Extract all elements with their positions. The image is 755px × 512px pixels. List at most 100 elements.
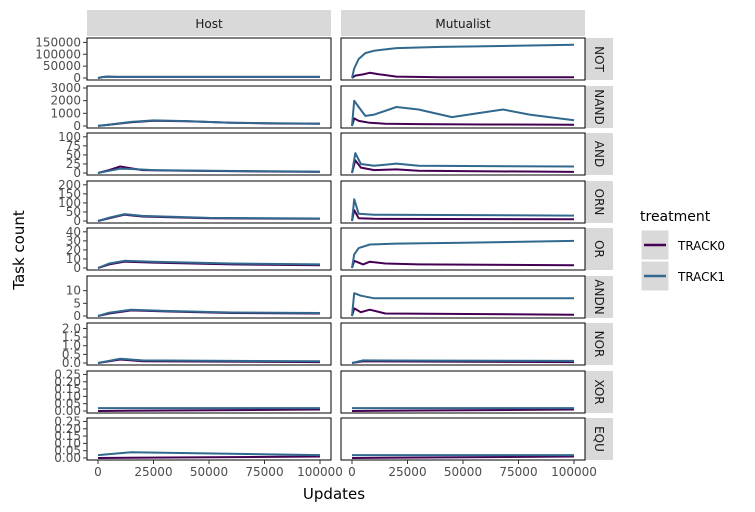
series-line-track1 xyxy=(351,198,575,222)
y-tick-label: 0.5 xyxy=(62,347,81,361)
facet-strip-column xyxy=(87,10,331,36)
x-tick-label: 75000 xyxy=(499,465,537,479)
facet-panel xyxy=(86,322,332,366)
y-tick-label: 0 xyxy=(73,261,81,275)
series-line-track0 xyxy=(351,159,575,174)
series-line-track1 xyxy=(351,99,575,127)
axes-layer: 0500001000001500000100020003000025507510… xyxy=(35,35,597,479)
facet-strip-row xyxy=(585,181,613,223)
y-tick-label: 200 xyxy=(58,178,81,192)
facet-panel xyxy=(340,322,586,366)
y-tick-label: 1000 xyxy=(50,106,81,120)
facet-panel xyxy=(340,180,586,224)
y-tick-label: 75 xyxy=(66,139,81,153)
facet-panel xyxy=(86,370,332,414)
series-line-track1 xyxy=(97,451,321,457)
y-tick-label: 100 xyxy=(58,196,81,210)
y-tick-label: 0.00 xyxy=(54,404,81,418)
y-tick-label: 0 xyxy=(73,119,81,133)
x-tick-label: 75000 xyxy=(245,465,283,479)
x-tick-label: 100000 xyxy=(551,465,597,479)
series-line-track1 xyxy=(351,43,575,79)
facet-strip-column xyxy=(341,10,585,36)
y-tick-label: 0.20 xyxy=(54,375,81,389)
facet-panel xyxy=(340,85,586,129)
y-tick-label: 0 xyxy=(73,166,81,180)
series-line-track1 xyxy=(97,167,321,174)
facet-row-label: AND xyxy=(592,141,606,167)
facet-row-label: OR xyxy=(592,240,606,258)
facet-panel xyxy=(86,180,332,224)
facet-strip-row xyxy=(585,86,613,128)
series-line-track1 xyxy=(351,359,575,364)
y-tick-label: 100000 xyxy=(35,47,81,61)
y-tick-label: 0.10 xyxy=(54,436,81,450)
y-tick-label: 1.5 xyxy=(62,330,81,344)
series-line-track1 xyxy=(97,75,320,79)
facet-strip-row xyxy=(585,323,613,365)
x-tick-label: 50000 xyxy=(444,465,482,479)
facet-strip-row xyxy=(585,418,613,460)
facet-panel xyxy=(340,417,586,461)
facet-panel xyxy=(86,37,332,81)
y-tick-label: 30 xyxy=(66,234,81,248)
series-line-track1 xyxy=(97,259,321,269)
series-line-track0 xyxy=(351,117,575,127)
facet-column-label: Host xyxy=(195,17,223,31)
y-tick-label: 50000 xyxy=(43,59,81,73)
legend-label-track0: TRACK0 xyxy=(677,239,725,253)
panels-layer: Host Mutualist NOT NAND AND ORN OR ANDN NOR XOR EQ… xyxy=(86,10,613,461)
facet-row-label: EQU xyxy=(592,426,606,452)
series-line-track1 xyxy=(97,308,321,317)
y-tick-label: 0.25 xyxy=(54,414,81,428)
series-line-track1 xyxy=(351,152,575,174)
legend-label-track1: TRACK1 xyxy=(677,270,725,284)
legend-title: treatment xyxy=(640,209,711,225)
y-tick-label: 1.0 xyxy=(62,339,81,353)
facet-row-label: NOT xyxy=(592,46,606,72)
y-tick-label: 20 xyxy=(66,243,81,257)
y-tick-label: 10 xyxy=(66,284,81,298)
y-tick-label: 2.0 xyxy=(62,321,81,335)
series-line-track1 xyxy=(351,292,574,317)
y-tick-label: 50 xyxy=(66,148,81,162)
facet-row-label: XOR xyxy=(592,379,606,404)
x-tick-label: 25000 xyxy=(134,465,172,479)
y-tick-label: 0.00 xyxy=(54,451,81,465)
y-axis-title: Task count xyxy=(10,210,28,291)
y-tick-label: 5 xyxy=(73,296,81,310)
y-tick-label: 0 xyxy=(73,214,81,228)
y-tick-label: 2000 xyxy=(50,94,81,108)
y-tick-label: 0 xyxy=(73,309,81,323)
y-tick-label: 0.05 xyxy=(54,444,81,458)
y-tick-label: 0.05 xyxy=(54,397,81,411)
y-tick-label: 25 xyxy=(66,157,81,171)
x-tick-label: 0 xyxy=(94,465,102,479)
y-tick-label: 0.25 xyxy=(54,367,81,381)
facet-strip-row xyxy=(585,38,613,80)
facet-panel xyxy=(340,132,586,176)
series-line-track0 xyxy=(97,455,321,459)
series-line-track1 xyxy=(97,357,321,364)
y-tick-label: 0.10 xyxy=(54,389,81,403)
y-tick-label: 3000 xyxy=(50,81,81,95)
series-line-track0 xyxy=(351,71,574,79)
series-line-track0 xyxy=(351,307,575,317)
facet-row-label: NOR xyxy=(592,331,606,358)
y-tick-label: 0 xyxy=(73,71,81,85)
facet-panel xyxy=(340,370,586,414)
x-tick-label: 0 xyxy=(348,465,356,479)
y-tick-label: 40 xyxy=(66,225,81,239)
y-tick-label: 10 xyxy=(66,252,81,266)
facet-column-label: Mutualist xyxy=(435,17,491,31)
y-tick-label: 50 xyxy=(66,205,81,219)
y-tick-label: 0.15 xyxy=(54,429,81,443)
series-line-track0 xyxy=(97,408,321,412)
series-line-track1 xyxy=(97,213,321,222)
y-tick-label: 100 xyxy=(58,130,81,144)
series-line-track1 xyxy=(97,119,321,127)
x-tick-label: 25000 xyxy=(388,465,426,479)
legend: treatment TRACK0 TRACK1 xyxy=(640,209,725,292)
x-tick-label: 50000 xyxy=(190,465,228,479)
